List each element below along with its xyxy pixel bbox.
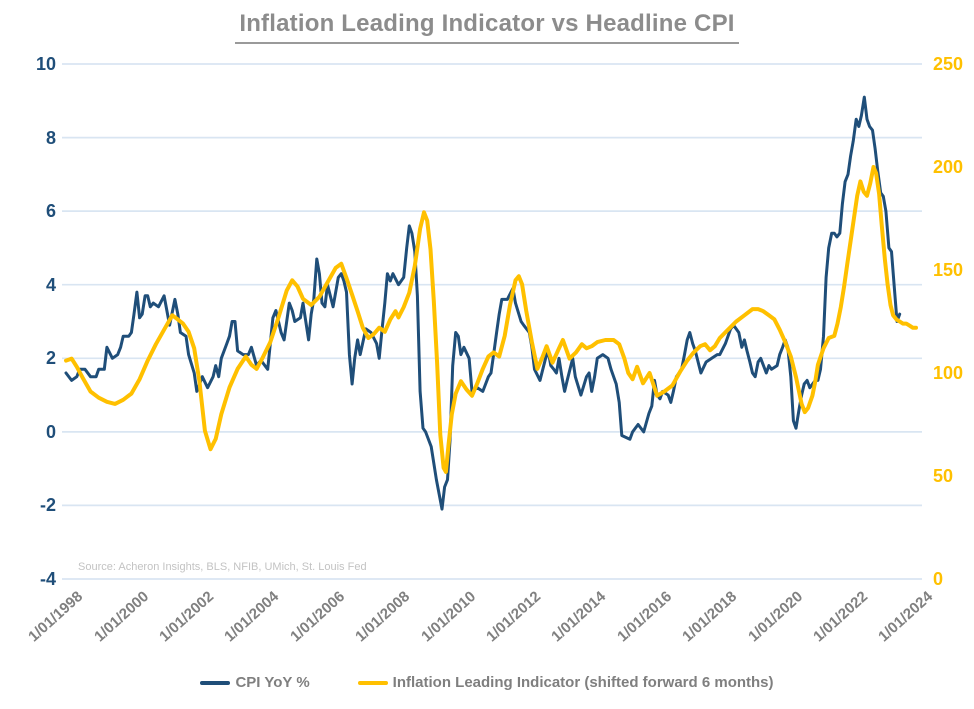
left-axis-tick-label: 4	[45, 274, 56, 295]
right-axis-tick-label: 200	[933, 157, 964, 177]
legend-item-cpi: CPI YoY %	[200, 674, 310, 691]
source-note: Source: Acheron Insights, BLS, NFIB, UMi…	[78, 561, 367, 573]
legend-line-swatch-cpi	[200, 680, 231, 685]
right-axis-tick-label: 250	[933, 54, 964, 74]
left-axis-tick-label: 8	[45, 127, 56, 148]
left-axis-tick-label: -4	[39, 569, 56, 589]
legend: CPI YoY % Inflation Leading Indicator (s…	[0, 674, 974, 691]
legend-item-indicator: Inflation Leading Indicator (shifted for…	[357, 674, 774, 691]
legend-label-indicator: Inflation Leading Indicator (shifted for…	[392, 674, 774, 691]
title-wrap: Inflation Leading Indicator vs Headline …	[0, 10, 974, 44]
left-axis-tick-label: 2	[45, 348, 56, 369]
right-axis-tick-label: 100	[933, 363, 964, 383]
series-line-0	[64, 95, 902, 511]
left-axis-tick-label: 6	[45, 201, 56, 222]
legend-label-cpi: CPI YoY %	[235, 674, 310, 691]
right-axis-tick-label: 0	[933, 569, 944, 589]
right-axis-tick-label: 50	[933, 466, 954, 486]
left-axis-tick-label: 10	[35, 54, 56, 74]
right-axis-tick-label: 150	[933, 260, 964, 280]
series-line-1	[64, 165, 918, 474]
legend-line-swatch-indicator	[357, 680, 388, 685]
chart-title: Inflation Leading Indicator vs Headline …	[235, 10, 739, 44]
left-axis-tick-label: -2	[39, 495, 56, 516]
left-axis-tick-label: 0	[45, 421, 56, 442]
